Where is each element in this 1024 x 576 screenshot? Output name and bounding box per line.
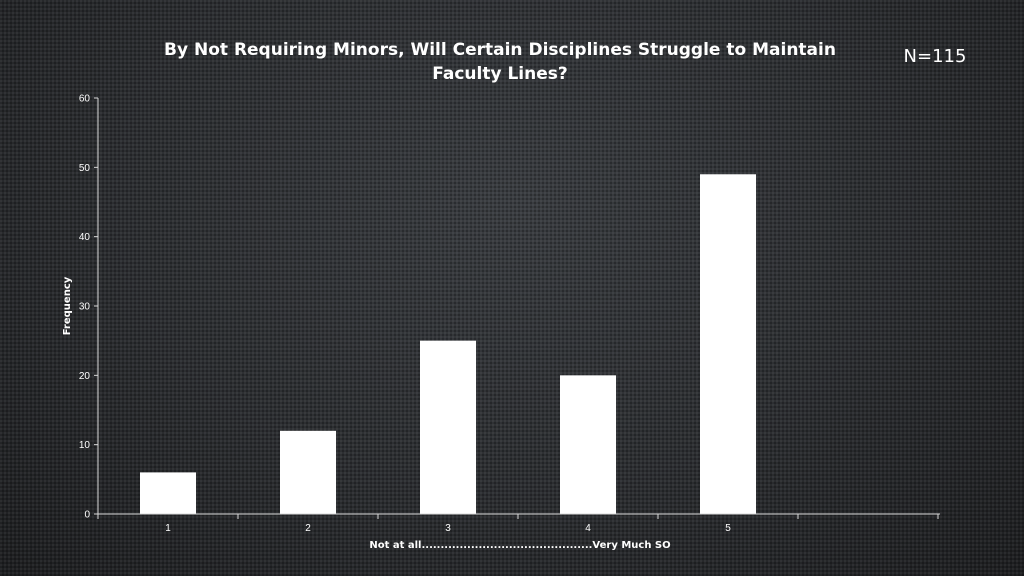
y-axis-label: Frequency <box>62 276 73 335</box>
y-tick-label: 10 <box>79 440 91 451</box>
bar-3 <box>420 340 476 514</box>
sample-size-label: N=115 <box>903 46 967 67</box>
x-axis-label: Not at all..............................… <box>369 540 670 551</box>
y-tick-label: 60 <box>79 94 91 105</box>
y-ticks: 0 10 20 30 40 50 60 <box>79 94 98 521</box>
chart-title: By Not Requiring Minors, Will Certain Di… <box>164 40 836 84</box>
y-tick-label: 20 <box>79 371 91 382</box>
x-tick-label: 2 <box>305 523 311 534</box>
bar-4 <box>560 375 616 514</box>
bar-2 <box>280 430 336 514</box>
x-tick-label: 4 <box>585 523 591 534</box>
x-tick-label: 1 <box>165 523 171 534</box>
bars <box>140 174 756 514</box>
x-tick-label: 3 <box>445 523 451 534</box>
y-tick-label: 40 <box>79 232 91 243</box>
y-tick-label: 50 <box>79 163 91 174</box>
y-tick-label: 0 <box>84 510 90 521</box>
bar-5 <box>700 174 756 514</box>
y-tick-label: 30 <box>79 302 91 313</box>
x-tick-label: 5 <box>725 523 731 534</box>
x-ticks: 1 2 3 4 5 <box>97 514 939 534</box>
bar-1 <box>140 472 196 514</box>
